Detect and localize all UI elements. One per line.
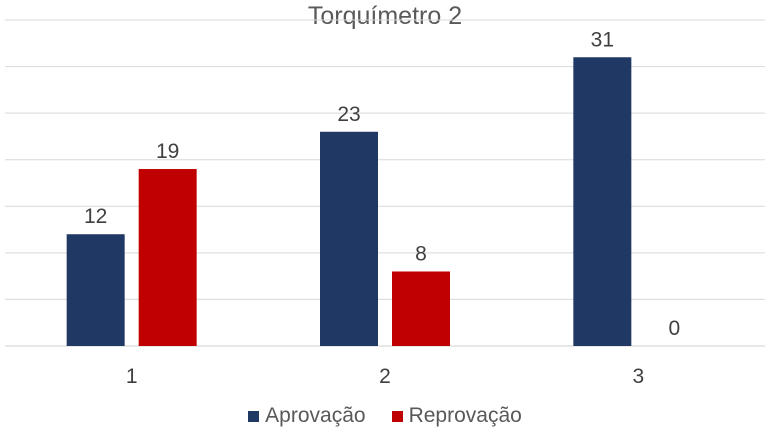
legend: Aprovação Reprovação: [0, 404, 770, 428]
legend-label-aprovacao: Aprovação: [265, 404, 366, 427]
legend-swatch-aprovacao: [248, 410, 260, 422]
x-tick-label: 3: [632, 365, 644, 388]
bar-reprovacao-1: [138, 169, 197, 346]
x-tick-label: 2: [379, 365, 391, 388]
bar-reprovacao-2: [392, 271, 450, 346]
bar-aprovacao-1: [66, 234, 125, 346]
bar-aprovacao-2: [320, 131, 378, 346]
data-label: 19: [156, 140, 179, 163]
legend-item-reprovacao: Reprovação: [391, 404, 522, 428]
legend-item-aprovacao: Aprovação: [248, 404, 366, 428]
data-label: 0: [668, 317, 680, 340]
data-label: 23: [337, 103, 360, 126]
data-label: 8: [415, 242, 427, 265]
data-label: 12: [84, 205, 107, 228]
x-tick-label: 1: [126, 365, 138, 388]
legend-label-reprovacao: Reprovação: [408, 404, 522, 427]
bar-aprovacao-3: [573, 57, 632, 346]
legend-swatch-reprovacao: [391, 410, 403, 422]
chart-title: Torquímetro 2: [307, 2, 463, 30]
data-label: 31: [591, 28, 614, 51]
